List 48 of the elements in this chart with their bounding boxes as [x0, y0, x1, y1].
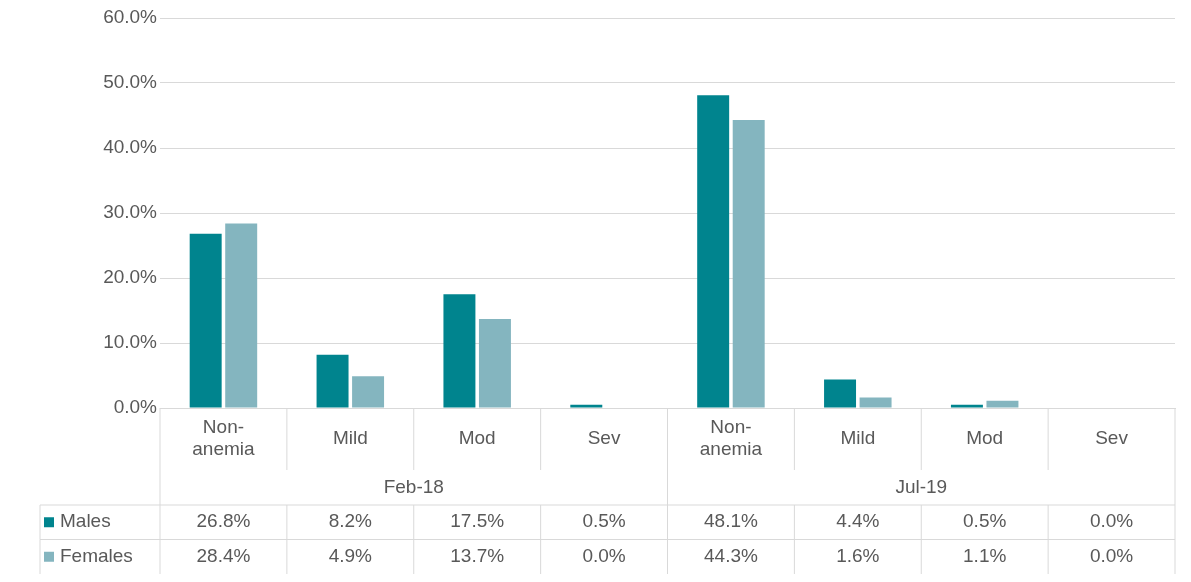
bar	[316, 354, 349, 408]
x-tick-label: Mod	[458, 427, 496, 449]
bar	[950, 404, 983, 408]
data-label: 48.1%	[704, 510, 758, 532]
data-label: 0.5%	[963, 510, 1007, 532]
bar	[697, 95, 730, 408]
y-tick-label: 0.0%	[113, 396, 158, 418]
bar	[986, 400, 1019, 408]
bar	[189, 233, 222, 408]
legend-label: Females	[60, 544, 133, 566]
data-label: 0.0%	[1089, 510, 1134, 532]
x-tick-label: Sev	[1095, 427, 1129, 449]
data-label: 1.6%	[836, 544, 880, 566]
data-label: 8.2%	[328, 510, 373, 532]
x-tick-label: Non-anemia	[699, 416, 763, 460]
data-label: 26.8%	[196, 510, 251, 532]
y-tick-label: 60.0%	[103, 6, 158, 28]
data-label: 4.9%	[328, 544, 373, 566]
data-label: 13.7%	[450, 544, 505, 566]
y-tick-label: 20.0%	[103, 266, 158, 288]
bar	[732, 120, 765, 408]
data-label: 17.5%	[450, 510, 505, 532]
text: Jul-19	[895, 475, 948, 497]
y-tick-label: 50.0%	[103, 71, 158, 93]
x-tick-label: Mild	[840, 427, 876, 449]
data-label: 0.0%	[582, 544, 626, 566]
data-label: 4.4%	[836, 510, 880, 532]
data-label: 1.1%	[963, 544, 1007, 566]
data-label: 0.5%	[582, 510, 626, 532]
bar	[570, 404, 603, 408]
x-tick-label: Non-anemia	[192, 416, 256, 460]
y-tick-label: 40.0%	[103, 136, 158, 158]
legend-label: Males	[60, 510, 111, 532]
x-tick-label: Sev	[587, 427, 621, 449]
bar	[478, 318, 511, 408]
text: Feb-18	[383, 475, 444, 497]
x-tick-label: Mod	[966, 427, 1004, 449]
bar	[225, 223, 258, 408]
data-label: 44.3%	[704, 544, 758, 566]
data-label: 0.0%	[1089, 544, 1134, 566]
bar	[859, 397, 892, 408]
y-tick-label: 30.0%	[103, 201, 158, 223]
bar	[824, 379, 857, 408]
y-tick-label: 10.0%	[103, 331, 158, 353]
x-tick-label: Mild	[332, 427, 368, 449]
bar	[352, 376, 385, 408]
data-label: 28.4%	[196, 544, 251, 566]
bar	[443, 294, 476, 408]
